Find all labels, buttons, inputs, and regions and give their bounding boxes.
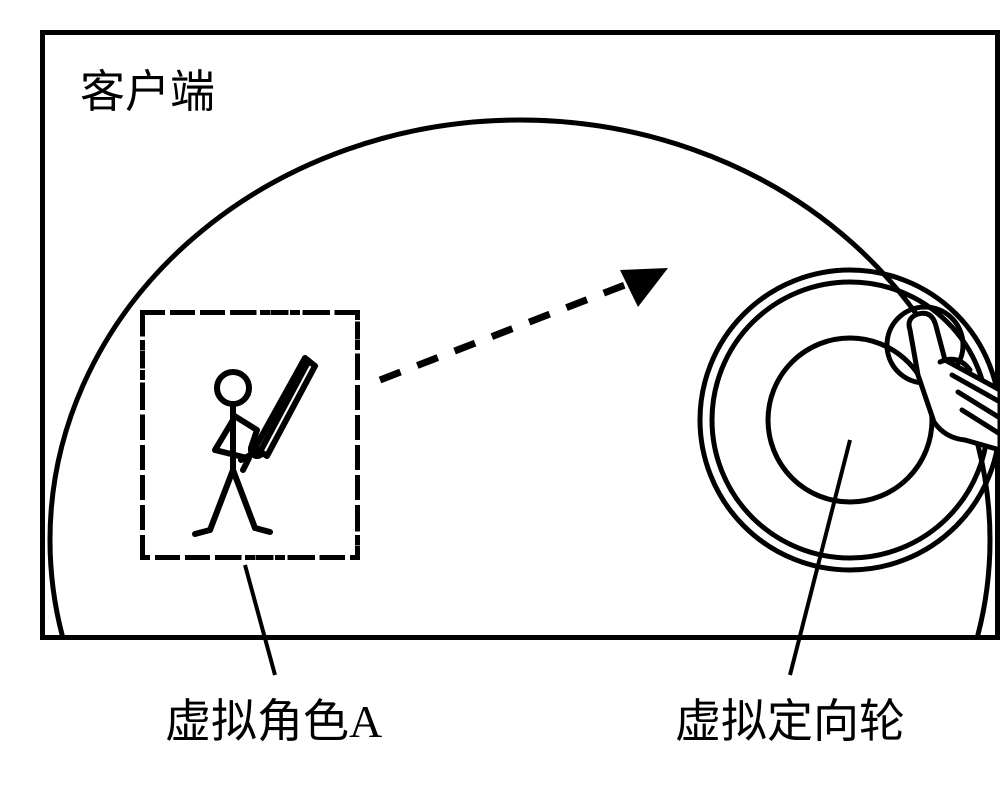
callout-lines	[20, 20, 1000, 770]
character-a-label: 虚拟角色A	[165, 685, 382, 751]
virtual-wheel-label: 虚拟定向轮	[675, 685, 905, 751]
diagram-canvas: 客户端 .dashed-box{border:none;}	[20, 20, 1000, 770]
